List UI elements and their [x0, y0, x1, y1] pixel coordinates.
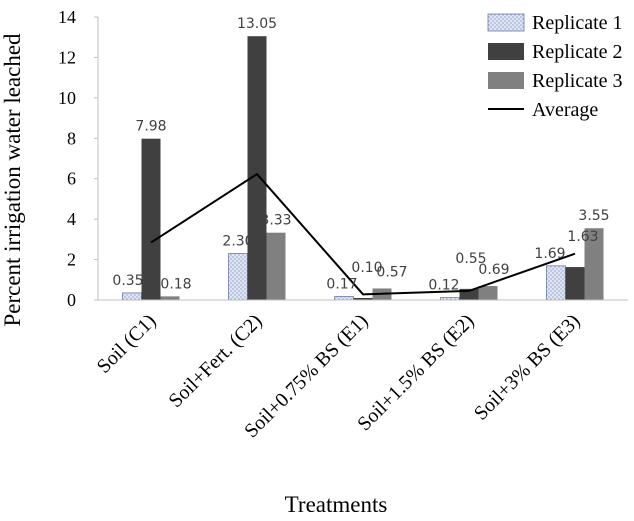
average-polyline — [150, 172, 576, 296]
y-axis: 0 2 4 6 8 10 12 14 — [58, 7, 99, 310]
bar-replicate-1-1 — [228, 253, 248, 301]
x-tick-label: Soil+3% BS (E3) — [470, 310, 585, 425]
data-label: 0.57 — [376, 264, 407, 280]
data-label: 1.63 — [567, 229, 598, 245]
data-label: 7.98 — [135, 119, 166, 135]
average-line — [150, 172, 576, 296]
x-tick-label: Soil (C1) — [93, 310, 161, 378]
bar-replicate-1-2 — [334, 296, 354, 301]
bar-replicate-2-2 — [353, 297, 373, 300]
y-tick-label: 12 — [58, 47, 76, 67]
bars — [122, 36, 604, 301]
bar-replicate-3-3 — [478, 286, 498, 300]
x-tick-label: Soil+1.5% BS (E2) — [353, 310, 478, 435]
y-tick-label: 10 — [58, 88, 76, 108]
bar-replicate-3-0 — [160, 296, 180, 300]
x-tick-label: Soil+Fert. (C2) — [164, 310, 266, 412]
data-label: 13.05 — [237, 16, 277, 32]
data-label: 1.69 — [534, 246, 565, 262]
data-labels: 0.35 7.98 0.18 2.30 13.05 3.33 0.170.100.57 0.1… — [112, 16, 609, 293]
legend-label: Replicate 1 — [532, 12, 623, 34]
data-label: 0.35 — [112, 273, 143, 289]
x-axis: Soil (C1) Soil+Fert. (C2)Soil+0.75% BS (E… — [93, 299, 628, 442]
data-label: 0.17 — [326, 277, 357, 293]
x-axis-title: Treatments — [285, 492, 388, 517]
bar-replicate-3-1 — [266, 232, 286, 300]
legend: Replicate 1 Replicate 2 Replicate 3 Average — [487, 12, 623, 121]
y-tick-label: 14 — [58, 7, 76, 27]
data-label: 2.30 — [222, 234, 253, 250]
data-label: 0.55 — [455, 251, 486, 267]
y-tick-label: 0 — [67, 290, 76, 310]
data-label: 0.12 — [428, 278, 459, 294]
y-tick-label: 8 — [67, 128, 76, 148]
legend-label: Replicate 3 — [532, 70, 623, 92]
bar-replicate-2-4 — [565, 267, 585, 300]
bar-replicate-1-0 — [122, 292, 142, 301]
legend-label: Replicate 2 — [532, 41, 623, 63]
data-label: 3.55 — [578, 208, 609, 224]
data-label: 0.10 — [351, 260, 382, 276]
legend-label: Average — [532, 99, 598, 121]
data-label: 0.18 — [160, 276, 191, 292]
y-tick-label: 2 — [67, 250, 76, 270]
y-axis-title: Percent irrigation water leached — [0, 33, 25, 327]
y-tick-label: 6 — [67, 169, 76, 189]
bar-replicate-2-0 — [141, 138, 161, 300]
bar-replicate-2-3 — [459, 288, 479, 300]
bar-replicate-2-1 — [247, 36, 267, 300]
legend-swatch — [487, 13, 525, 32]
bar-replicate-1-4 — [546, 265, 566, 301]
data-label: 0.69 — [478, 262, 509, 278]
bar-replicate-3-4 — [584, 228, 604, 300]
legend-swatch — [488, 72, 524, 89]
legend-swatch — [488, 43, 524, 60]
y-tick-label: 4 — [67, 209, 76, 229]
data-label: 3.33 — [260, 213, 291, 229]
